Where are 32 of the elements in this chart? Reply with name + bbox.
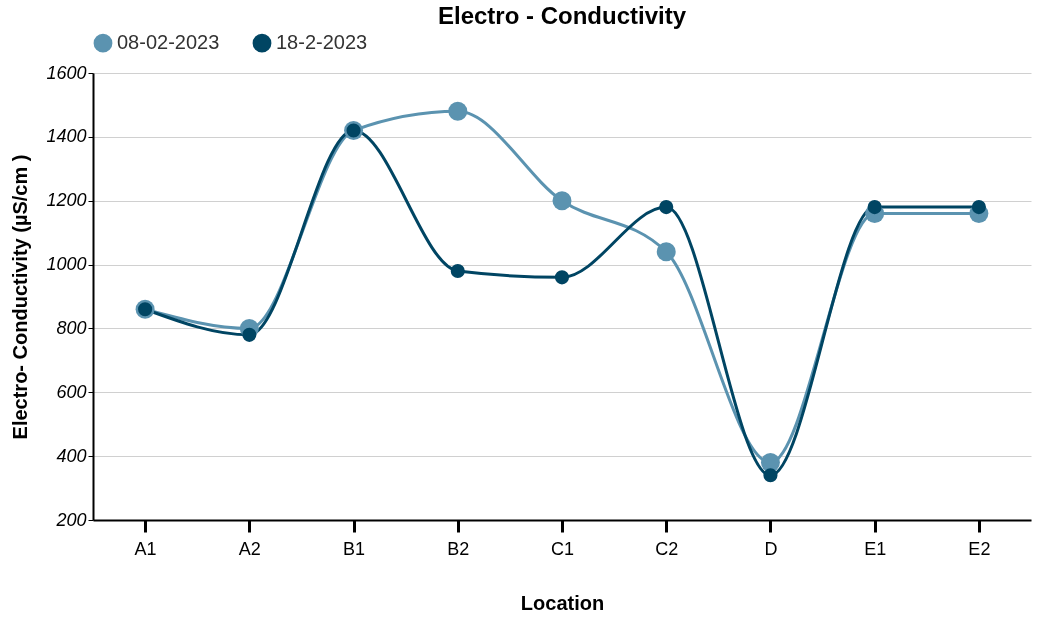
y-tick-label: 600 (56, 381, 87, 402)
point (656, 242, 676, 262)
point (763, 468, 778, 483)
y-tick-label: 1600 (46, 62, 87, 83)
x-tick-label: C2 (655, 538, 679, 559)
x-tick-label: D (764, 538, 778, 559)
point (760, 453, 780, 472)
chart-title: Electro - Conductivity (437, 2, 687, 29)
x-tick-label: E1 (864, 538, 887, 559)
x-tick-label: B2 (447, 538, 470, 559)
point (448, 101, 468, 121)
legend-label: 18-2-2023 (276, 31, 368, 54)
x-tick-label: E2 (968, 538, 991, 559)
y-tick-label: 200 (55, 509, 87, 530)
point (552, 191, 572, 211)
y-tick-label: 1000 (46, 254, 87, 275)
x-tick-label: B1 (343, 538, 366, 559)
point (867, 200, 882, 215)
x-axis-title: Location (520, 591, 605, 614)
point (450, 263, 465, 279)
point (242, 327, 257, 342)
x-tick-label: A2 (238, 538, 261, 559)
y-tick-label: 400 (56, 445, 87, 466)
point (659, 200, 674, 215)
x-tick-label: C1 (550, 538, 575, 559)
y-tick-label: 1200 (46, 190, 87, 211)
legend-label: 08-02-2023 (117, 31, 220, 54)
y-axis-title: Electro- Conductivity (µS/cm ) (9, 154, 32, 440)
point (554, 270, 570, 285)
y-tick-label: 1400 (46, 126, 87, 147)
x-tick-label: A1 (134, 538, 157, 559)
y-tick-label: 800 (56, 317, 87, 338)
